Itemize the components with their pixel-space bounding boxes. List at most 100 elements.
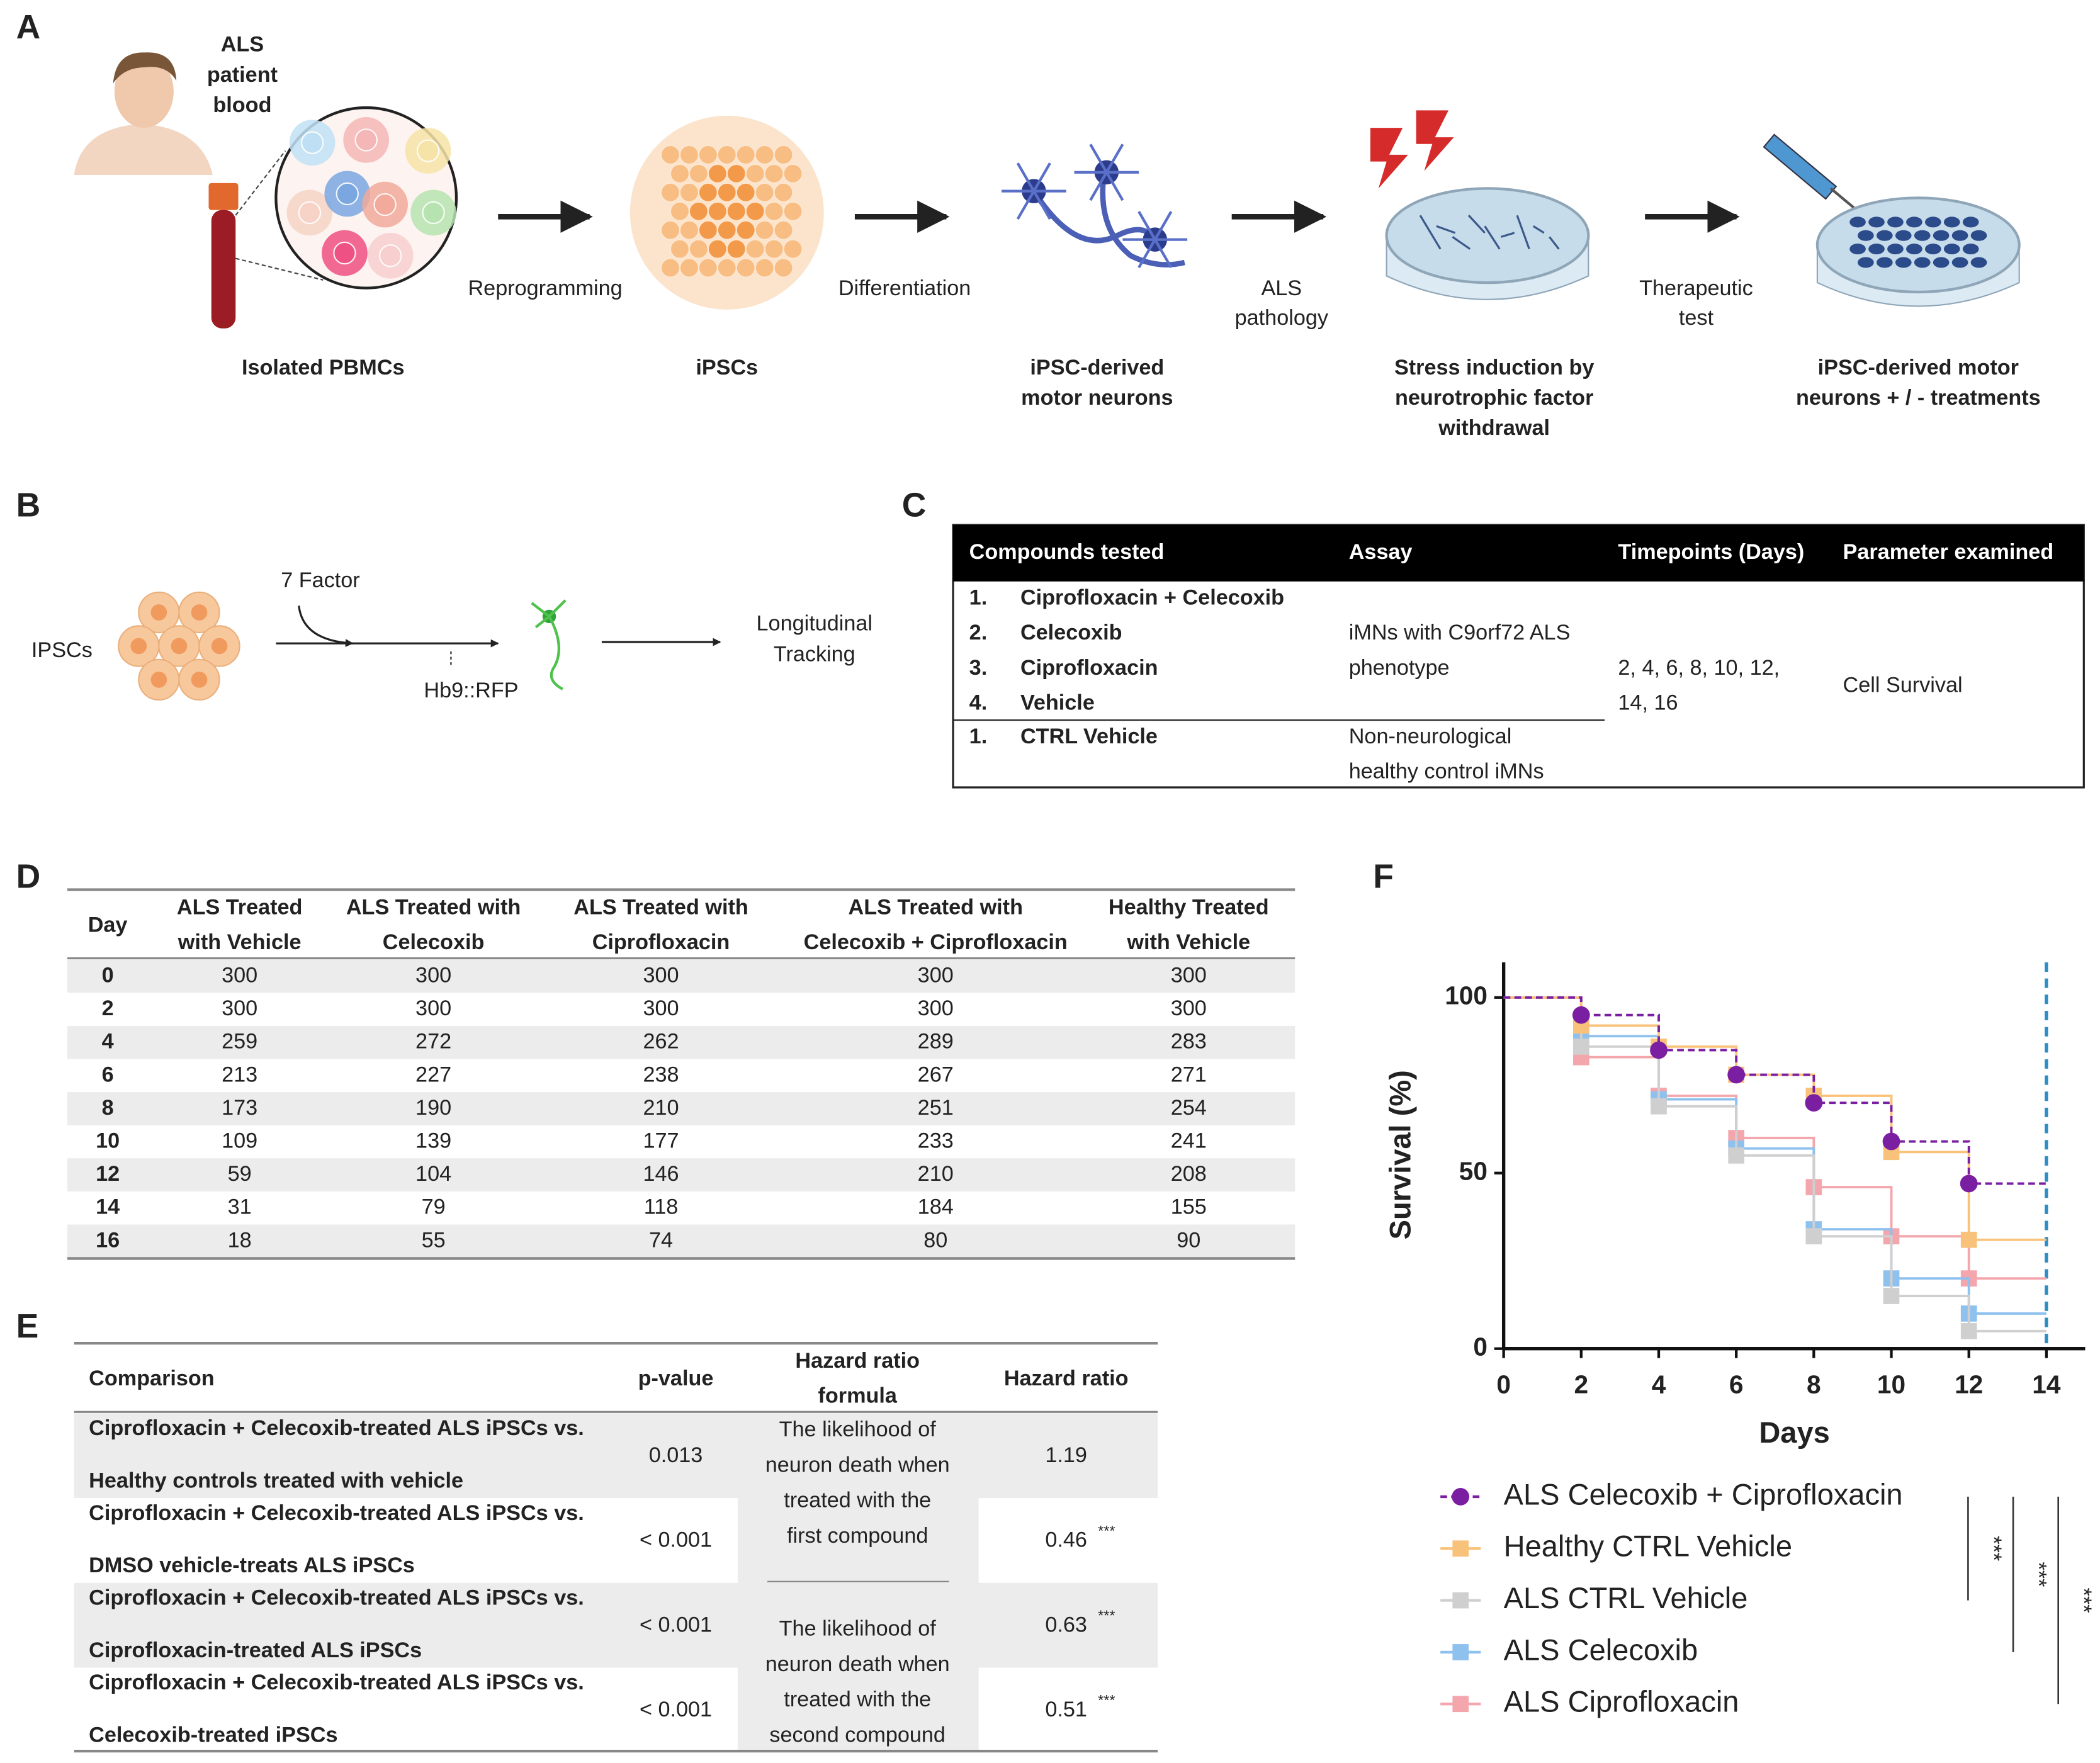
blood-cell-nucleus (333, 241, 356, 265)
caption: iPSCs (696, 356, 758, 380)
table-cell: 31 (228, 1195, 252, 1219)
step-label: test (1679, 306, 1714, 330)
legend-label: ALS CTRL Vehicle (1504, 1581, 1748, 1614)
factor-arrow (298, 606, 354, 647)
table-cell: 267 (918, 1062, 954, 1086)
formula: neuron death when (765, 1652, 950, 1676)
assay: healthy control iMNs (1349, 759, 1544, 783)
series-line (1503, 996, 2046, 1332)
ipsc-cell (679, 144, 699, 165)
header-cell: ALS Treated (177, 895, 303, 919)
ipsc-cell (735, 220, 756, 240)
panel-letter: D (16, 859, 41, 896)
compound-number: 1. (969, 724, 988, 748)
ipsc-cell (773, 182, 794, 203)
ipsc-cell (716, 257, 737, 278)
header-cell: Hazard ratio (795, 1349, 920, 1373)
treated-cell (1924, 217, 1941, 228)
x-tick-label: 4 (1652, 1370, 1666, 1399)
header-cell: p-value (638, 1366, 714, 1390)
row-shade (67, 1092, 1296, 1125)
table-cell: 238 (643, 1062, 679, 1086)
marker (1960, 1174, 1978, 1193)
ipsc-cell (660, 144, 681, 165)
header-cell: Timepoints (Days) (1618, 540, 1804, 564)
dish-neurite (1549, 236, 1560, 250)
blood-cell-nucleus (416, 139, 440, 162)
dish-neurite (1452, 236, 1471, 250)
blood-cell-nucleus (336, 182, 359, 206)
table-cell: 300 (643, 963, 679, 987)
treated-cell (1933, 257, 1950, 268)
table-cell: 80 (923, 1228, 947, 1252)
treated-cell (1895, 230, 1912, 241)
ipsc-cell (697, 257, 718, 278)
marker (1883, 1288, 1900, 1304)
table-cell: 79 (422, 1195, 446, 1219)
ipsc-cell (745, 163, 765, 184)
panel-letter: A (16, 9, 41, 46)
ipsc-cell (688, 163, 709, 184)
ipsc-cell (735, 144, 756, 165)
dish-neurite (1516, 215, 1530, 250)
blood-cell-nucleus (354, 128, 378, 152)
table-cell: 213 (222, 1062, 257, 1086)
dish-neurite (1532, 225, 1545, 234)
table-cell: 173 (222, 1096, 257, 1120)
end-label: Tracking (774, 642, 855, 666)
comparison: Healthy controls treated with vehicle (89, 1468, 463, 1492)
significance-stars: *** (2027, 1562, 2051, 1587)
legend-label: ALS Celecoxib + Ciprofloxacin (1504, 1477, 1903, 1511)
ipsc-cell (688, 201, 709, 222)
ipsc-cell (716, 144, 737, 165)
header-cell: Ciprofloxacin (592, 930, 730, 954)
table-cell: 59 (228, 1162, 252, 1186)
header-cell: ALS Treated with (848, 895, 1022, 919)
step-label: ALS (1261, 276, 1302, 300)
treated-cell (1906, 244, 1922, 255)
caption: Stress induction by (1394, 356, 1594, 380)
table-cell: 190 (415, 1096, 451, 1120)
patient-label: ALS (221, 33, 264, 57)
neuron-axon (1034, 174, 1185, 268)
ipsc-cell (697, 220, 718, 240)
marker (1572, 1039, 1589, 1055)
legend-marker (1452, 1592, 1469, 1609)
table-cell: 177 (643, 1129, 679, 1152)
lightning (1370, 110, 1454, 189)
ipsc-cell (679, 220, 699, 240)
table-cell: 4 (102, 1030, 114, 1054)
ipsc-cell (669, 239, 690, 259)
table-cell: 109 (222, 1129, 257, 1152)
formula: first compound (787, 1524, 928, 1548)
significance-stars: *** (1982, 1536, 2006, 1561)
table-cell: 300 (222, 963, 257, 987)
series-line (1503, 996, 2046, 1315)
comparison: Ciprofloxacin + Celecoxib-treated ALS iP… (89, 1416, 584, 1440)
factor-label: 7 Factor (281, 568, 359, 592)
treated-cell (1876, 230, 1893, 241)
treated-cell (1895, 257, 1912, 268)
treated-cell (1906, 217, 1922, 228)
x-tick-label: 12 (1955, 1370, 1983, 1399)
ipsc-cell (782, 201, 803, 222)
table-cell: 283 (1171, 1030, 1207, 1054)
neuron-dendrite (1089, 171, 1108, 201)
header-cell: Comparison (89, 1366, 215, 1390)
table-cell: 259 (222, 1030, 257, 1054)
ipsc-cell (754, 257, 775, 278)
treated-cell (1924, 244, 1941, 255)
ipsc-cell (707, 163, 728, 184)
panel-letter: B (16, 487, 41, 524)
blood-cell-nucleus (422, 201, 445, 225)
comparison: Celecoxib-treated iPSCs (89, 1723, 337, 1747)
table-cell: 241 (1171, 1129, 1207, 1152)
table-cell: 155 (1171, 1195, 1207, 1219)
table-cell: 90 (1177, 1228, 1200, 1252)
header-cell: Healthy Treated (1109, 895, 1269, 919)
formula: treated with the (784, 1687, 931, 1711)
treated-cell (1962, 217, 1979, 228)
dish-neurite (1500, 232, 1515, 238)
tube-cap (208, 183, 239, 210)
